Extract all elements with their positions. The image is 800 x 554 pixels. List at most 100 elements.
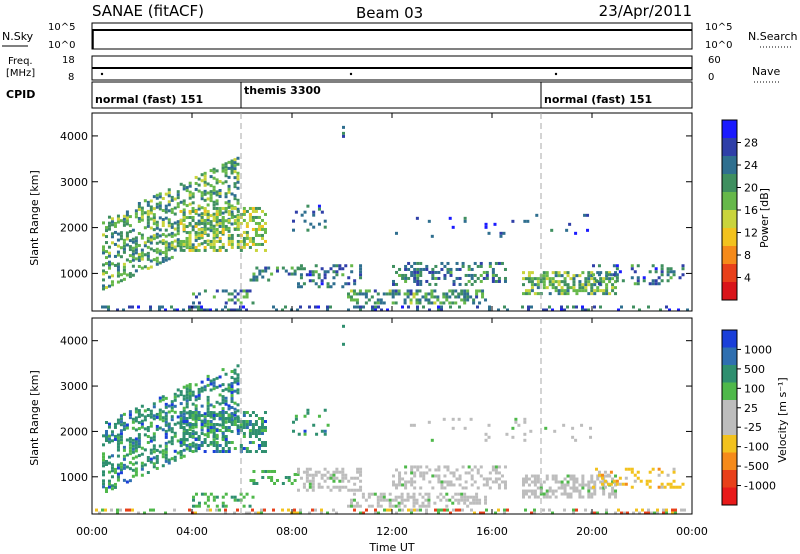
data-cell (308, 479, 312, 483)
data-cell (236, 403, 240, 407)
data-cell (194, 211, 198, 215)
data-cell (116, 439, 120, 443)
data-cell (415, 216, 419, 220)
data-cell (206, 498, 210, 502)
data-cell (134, 416, 138, 420)
data-cell (161, 305, 164, 309)
data-cell (389, 508, 392, 512)
data-cell (365, 508, 368, 512)
data-cell (245, 295, 249, 299)
data-cell (122, 445, 126, 449)
data-cell (116, 445, 120, 449)
data-cell (179, 438, 183, 442)
data-cell (224, 511, 227, 515)
data-cell (263, 450, 267, 454)
data-cell (122, 217, 126, 221)
velocity-colorbar-swatch (722, 330, 737, 348)
data-cell (560, 289, 564, 293)
data-cell (578, 495, 582, 499)
data-cell (230, 441, 234, 445)
data-cell (236, 156, 240, 160)
data-cell (323, 429, 327, 433)
y-tick-label: 2000 (60, 425, 88, 438)
data-cell (155, 223, 159, 227)
data-cell (353, 476, 357, 480)
data-cell (119, 429, 123, 433)
data-cell (137, 258, 141, 262)
data-cell (252, 481, 256, 485)
data-cell (593, 480, 597, 484)
data-cell (590, 474, 594, 478)
data-cell (128, 440, 132, 444)
data-cell (122, 478, 126, 482)
data-cell (230, 215, 234, 219)
data-cell (215, 447, 219, 451)
data-cell (359, 305, 362, 309)
data-cell (248, 504, 252, 508)
data-cell (572, 283, 576, 287)
data-cell (102, 221, 105, 225)
data-cell (137, 442, 141, 446)
data-cell (448, 498, 452, 502)
data-cell (407, 267, 411, 271)
data-cell (128, 467, 132, 471)
data-cell (161, 257, 165, 261)
data-cell (587, 495, 591, 499)
data-cell (681, 482, 685, 486)
data-cell (170, 225, 174, 229)
data-cell (434, 276, 438, 280)
data-cell (179, 390, 183, 394)
data-cell (161, 464, 165, 468)
data-cell (212, 200, 216, 204)
data-cell (170, 400, 174, 404)
data-cell (494, 511, 497, 515)
data-cell (215, 429, 219, 433)
data-cell (633, 282, 637, 286)
data-cell (583, 213, 587, 217)
data-cell (227, 242, 231, 246)
data-cell (314, 270, 318, 274)
data-cell (367, 492, 371, 496)
x-tick-label: 00:00 (676, 525, 708, 538)
data-cell (113, 485, 117, 489)
data-cell (102, 251, 105, 255)
data-cell (539, 492, 543, 496)
data-cell (161, 455, 165, 459)
data-cell (209, 184, 213, 188)
x-tick-label: 04:00 (176, 525, 208, 538)
data-cell (385, 498, 389, 502)
data-cell (182, 215, 186, 219)
data-cell (491, 270, 495, 274)
data-cell (565, 228, 569, 232)
data-cell (248, 206, 252, 210)
data-cell (212, 423, 216, 427)
data-cell (209, 239, 213, 243)
data-cell (113, 242, 117, 246)
data-cell (188, 508, 191, 512)
data-cell (197, 183, 201, 187)
data-cell (545, 489, 549, 493)
data-cell (418, 301, 422, 305)
data-cell (367, 504, 371, 508)
data-cell (308, 473, 312, 477)
data-cell (349, 289, 353, 293)
data-cell (215, 414, 219, 418)
data-cell (212, 176, 216, 180)
data-cell (473, 511, 476, 515)
data-cell (218, 375, 222, 379)
data-cell (212, 378, 216, 382)
data-cell (251, 495, 255, 499)
data-cell (197, 305, 200, 309)
data-cell (149, 448, 153, 452)
data-cell (530, 283, 534, 287)
data-cell (218, 402, 222, 406)
data-cell (566, 492, 570, 496)
data-cell (413, 480, 417, 484)
data-cell (230, 212, 234, 216)
data-cell (194, 305, 197, 309)
data-cell (257, 224, 261, 228)
data-cell (401, 273, 405, 277)
data-cell (494, 273, 498, 277)
data-cell (401, 477, 405, 481)
data-cell (242, 230, 246, 234)
